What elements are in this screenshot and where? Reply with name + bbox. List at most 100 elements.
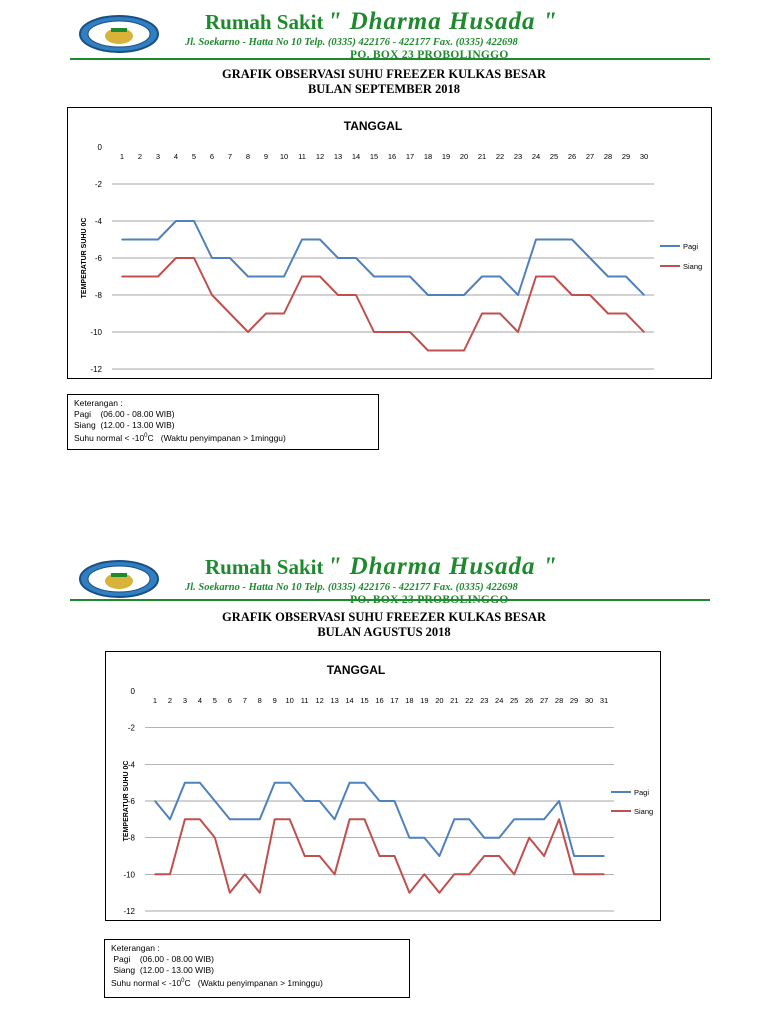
data-point — [229, 312, 231, 315]
data-point — [273, 818, 276, 821]
y-axis-label: TEMPERATUR SUHU 0C — [81, 218, 88, 299]
chart-title-block: GRAFIK OBSERVASI SUHU FREEZER KULKAS BES… — [0, 610, 768, 640]
data-point — [373, 331, 375, 333]
x-tick-label: 4 — [198, 696, 202, 705]
x-tick-label: 15 — [370, 152, 378, 161]
keterangan-header: Keterangan : — [74, 398, 123, 408]
data-point — [483, 836, 486, 839]
chart-title: TANGGAL — [327, 663, 385, 677]
data-point — [499, 312, 501, 315]
x-tick-label: 27 — [540, 696, 548, 705]
hospital-name: Rumah Sakit " Dharma Husada " — [205, 553, 558, 581]
x-tick-label: 9 — [273, 696, 277, 705]
data-point — [603, 873, 605, 876]
x-tick-label: 14 — [345, 696, 353, 705]
data-point — [573, 855, 575, 857]
data-point — [481, 275, 483, 278]
legend-label: Pagi — [634, 788, 649, 797]
data-point — [468, 818, 471, 821]
data-point — [139, 238, 141, 241]
data-point — [409, 275, 411, 278]
chart-september: TANGGAL 0 -2 -4 -6 -8 -10 -12 1 2 3 4 5 6 7 8 9 10 11 12 13 1… — [67, 107, 712, 379]
legend-label: Siang — [634, 807, 653, 816]
data-point — [355, 294, 357, 296]
y-tick-label: -6 — [128, 797, 136, 806]
data-point — [391, 331, 393, 333]
series-line-pagi — [122, 220, 645, 296]
hospital-address: Jl. Soekarno - Hatta No 10 Telp. (0335) … — [185, 582, 518, 593]
data-point — [427, 349, 429, 352]
series-line-siang — [122, 257, 645, 352]
x-tick-label: 21 — [450, 696, 458, 705]
data-point — [625, 312, 627, 315]
x-tick-label: 23 — [480, 696, 488, 705]
data-point — [258, 818, 261, 821]
data-point — [214, 836, 216, 839]
data-point — [337, 257, 339, 259]
data-point — [157, 238, 159, 241]
x-tick-label: 18 — [424, 152, 432, 161]
data-point — [214, 800, 216, 802]
y-axis-label: TEMPERATUR SUHU 0C — [123, 761, 130, 842]
data-point — [517, 294, 519, 296]
y-tick-label: 0 — [98, 143, 103, 152]
data-point — [528, 836, 530, 839]
data-point — [535, 238, 537, 241]
normal-unit: 0 — [181, 978, 185, 984]
x-tick-label: 25 — [510, 696, 518, 705]
keterangan-box: Keterangan : Pagi (06.00 - 08.00 WIB) Si… — [104, 939, 410, 998]
data-point — [498, 855, 501, 857]
x-tick-label: 16 — [375, 696, 383, 705]
x-tick-label: 7 — [228, 152, 232, 161]
data-point — [288, 781, 291, 784]
x-tick-label: 11 — [301, 696, 309, 705]
data-point — [169, 873, 171, 876]
x-tick-label: 30 — [585, 696, 593, 705]
data-point — [265, 312, 267, 315]
keterangan-siang: Siang (12.00 - 13.00 WIB) — [111, 965, 214, 975]
data-point — [193, 220, 195, 222]
data-point — [348, 781, 351, 784]
data-point — [348, 818, 351, 821]
x-tick-label: 12 — [315, 696, 323, 705]
data-point — [303, 855, 306, 857]
data-point — [543, 818, 545, 821]
data-point — [423, 873, 426, 876]
data-point — [139, 275, 141, 278]
letterhead-rule — [70, 599, 710, 601]
data-point — [393, 855, 396, 857]
data-point — [318, 855, 321, 857]
x-tick-label: 24 — [532, 152, 540, 161]
data-point — [175, 257, 177, 259]
data-point — [283, 312, 285, 315]
data-point — [301, 275, 303, 278]
x-tick-label: 17 — [390, 696, 398, 705]
x-tick-label: 29 — [570, 696, 578, 705]
x-tick-label: 8 — [246, 152, 250, 161]
chart-august: TANGGAL 0 -2 -4 -6 -8 -10 -12 1 2 3 4 5 6 7 8 9 10 11 12 13 1… — [105, 651, 661, 921]
data-point — [625, 275, 627, 278]
data-point — [229, 891, 231, 894]
data-point — [483, 855, 486, 857]
data-point — [184, 781, 186, 784]
data-point — [211, 294, 213, 296]
data-point — [229, 818, 231, 821]
data-point — [393, 800, 396, 802]
y-tick-label: -12 — [123, 907, 135, 916]
x-tick-label: 10 — [286, 696, 294, 705]
data-point — [265, 275, 267, 278]
data-point — [603, 855, 605, 857]
report-month: BULAN AGUSTUS 2018 — [317, 625, 451, 639]
hospital-name-main: " Dharma Husada " — [327, 8, 558, 35]
data-point — [169, 818, 171, 821]
y-tick-label: -8 — [128, 834, 136, 843]
x-tick-label: 14 — [352, 152, 360, 161]
data-point — [288, 818, 291, 821]
data-point — [438, 891, 441, 894]
x-tick-label: 6 — [228, 696, 232, 705]
data-point — [535, 275, 537, 278]
data-point — [409, 331, 411, 333]
y-tick-label: -4 — [128, 760, 136, 769]
data-point — [273, 781, 276, 784]
x-tick-label: 27 — [586, 152, 594, 161]
